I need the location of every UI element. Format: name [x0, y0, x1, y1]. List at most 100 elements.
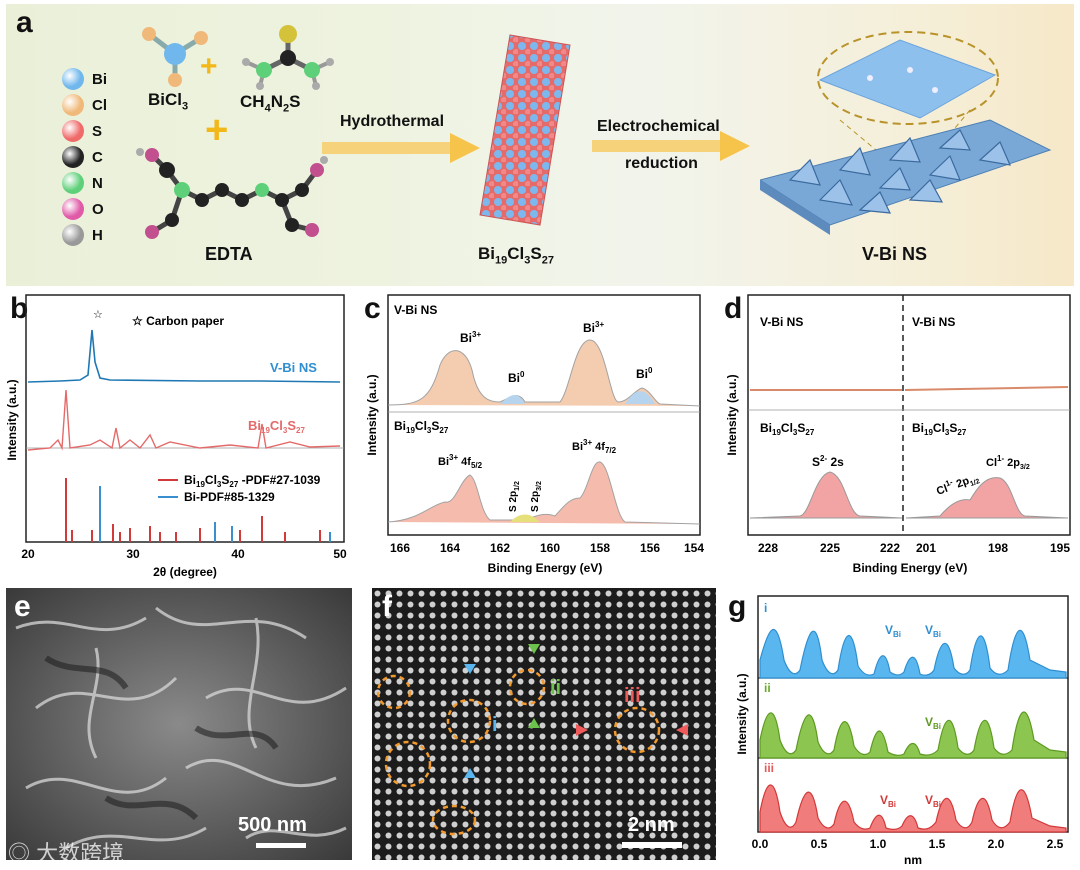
xps-d-right-bottom: Bi19Cl3S27	[912, 421, 967, 437]
watermark: ◎ 大数跨境	[8, 841, 125, 866]
thiourea-label: CH4N2S	[240, 92, 301, 115]
panel-label-d: d	[724, 292, 743, 325]
sem-image	[6, 588, 352, 860]
xps-c-ylabel: Intensity (a.u.)	[365, 374, 379, 455]
reduction-label: reduction	[625, 155, 698, 172]
xrd-frame	[25, 294, 345, 543]
xps-d-xtick: 198	[988, 541, 1008, 555]
v-bi-ns-label: V-Bi NS	[862, 244, 928, 264]
legend-label: S	[92, 122, 103, 140]
xps-c-xtick: 158	[590, 541, 610, 555]
xrd-xtick: 40	[231, 547, 245, 561]
bi19cl3s27-crystal	[479, 34, 571, 226]
stem-image: i ii iii	[372, 588, 716, 860]
stem-mark-iii: iii	[624, 685, 641, 707]
xps-d-left-bottom: Bi19Cl3S27	[760, 421, 815, 437]
xps-d-xtick: 195	[1050, 541, 1070, 555]
xps-c-xtick: 156	[640, 541, 660, 555]
xps-c-peak-bi3-5-2: Bi3+ 4f5/2	[438, 453, 483, 470]
xrd-chart: ☆ Carbon paper ☆ V-Bi NS Bi19Cl3S27 Bi19…	[5, 294, 347, 579]
thiourea-molecule	[242, 25, 334, 90]
panel-label-g: g	[728, 590, 747, 623]
profile-xtick: 2.5	[1047, 837, 1064, 851]
xps-c-xtick: 154	[684, 541, 704, 555]
xrd-star-mark: ☆	[93, 309, 103, 321]
xps-d-xtick: 228	[758, 541, 778, 555]
legend-item-s: S	[62, 120, 102, 142]
profile-iii-label: iii	[764, 761, 774, 775]
legend-label: N	[92, 174, 103, 192]
legend-item-bi: Bi	[62, 68, 107, 90]
xps-c-xtick: 166	[390, 541, 410, 555]
stem-mark-ii: ii	[550, 677, 561, 699]
panel-label-a: a	[16, 6, 33, 39]
legend-item-c: C	[62, 146, 103, 168]
sem-scale-bar	[256, 843, 306, 848]
legend-label: Bi	[92, 70, 107, 88]
panel-label-c: c	[364, 292, 381, 325]
xrd-trace-bicls	[27, 389, 341, 451]
legend-swatch	[62, 172, 84, 194]
xps-c-peak-bi3-1: Bi3+	[460, 330, 481, 345]
profile-ii-vbi: VBi	[925, 715, 941, 731]
stem-mark-i: i	[492, 714, 498, 736]
xrd-xlabel: 2θ (degree)	[153, 565, 217, 579]
profile-ii-label: ii	[764, 681, 771, 695]
panel-label-f: f	[382, 590, 392, 623]
panel-label-e: e	[14, 590, 31, 623]
xrd-label-vbi: V-Bi NS	[270, 360, 317, 375]
panel-label-b: b	[10, 292, 29, 325]
xps-c-s2p32: S 2p3/2	[530, 481, 543, 512]
electrochemical-label: Electrochemical	[597, 118, 720, 135]
xps-s-cl-chart: V-Bi NS V-Bi NS Bi19Cl3S27 Bi19Cl3S27 S2…	[725, 294, 1071, 575]
xrd-xtick: 30	[126, 547, 140, 561]
profile-xtick: 0.5	[811, 837, 828, 851]
hydrothermal-label: Hydrothermal	[340, 113, 445, 130]
xps-c-peak-bi0-2: Bi0	[636, 366, 653, 381]
xrd-xtick: 50	[333, 547, 347, 561]
xps-c-xtick: 160	[540, 541, 560, 555]
xrd-legend-pdf1: Bi19Cl3S27 -PDF#27-1039	[184, 473, 321, 489]
xps-c-xtick: 162	[490, 541, 510, 555]
profile-iii-vbi-1: VBi	[880, 793, 896, 809]
xps-bi4f-chart: V-Bi NS Bi3+ Bi0 Bi3+ Bi0 Bi19Cl3S27 Bi3…	[365, 294, 704, 575]
legend-label: C	[92, 148, 103, 166]
plus-sign-2: +	[205, 108, 229, 152]
xrd-xtick: 20	[21, 547, 35, 561]
xrd-ylabel: Intensity (a.u.)	[5, 379, 19, 460]
legend-swatch	[62, 68, 84, 90]
xrd-label-bicls: Bi19Cl3S27	[248, 418, 305, 435]
xps-d-xlabel: Binding Energy (eV)	[853, 561, 968, 575]
xps-c-peak-bi0-1: Bi0	[508, 370, 525, 385]
bicl3-molecule	[142, 27, 208, 87]
legend-swatch	[62, 120, 84, 142]
legend-label: Cl	[92, 96, 107, 114]
xps-d-xtick: 222	[880, 541, 900, 555]
sem-scale-label: 500 nm	[238, 814, 307, 836]
xps-c-peak-bi3-7-2: Bi3+ 4f7/2	[572, 438, 617, 455]
legend-item-o: O	[62, 198, 104, 220]
xps-c-top-label: V-Bi NS	[394, 303, 437, 317]
legend-item-cl: Cl	[62, 94, 107, 116]
profile-xtick: 1.5	[929, 837, 946, 851]
profile-i-label: i	[764, 601, 767, 615]
arrow-reduction	[592, 131, 750, 161]
xps-d-ylabel: Intensity (a.u.)	[725, 374, 739, 455]
xrd-legend-pdf2: Bi-PDF#85-1329	[184, 490, 275, 504]
profile-xtick: 2.0	[988, 837, 1005, 851]
xps-d-xtick: 201	[916, 541, 936, 555]
xps-c-bottom-label: Bi19Cl3S27	[394, 419, 449, 435]
xrd-trace-vbi	[27, 329, 341, 383]
edta-molecule	[136, 148, 328, 239]
legend-item-n: N	[62, 172, 103, 194]
xps-c-peak-bi3-2: Bi3+	[583, 320, 604, 335]
profile-i-vbi-2: VBi	[925, 623, 941, 639]
profile-ylabel: Intensity (a.u.)	[735, 673, 749, 754]
profile-iii-vbi-2: VBi	[925, 793, 941, 809]
legend-swatch	[62, 198, 84, 220]
profile-xtick: 1.0	[870, 837, 887, 851]
watermark-logo-icon: ◎	[8, 841, 37, 866]
plus-sign-1: +	[200, 50, 218, 83]
xps-c-s2p12: S 2p1/2	[508, 481, 521, 512]
arrow-hydrothermal	[322, 133, 480, 163]
